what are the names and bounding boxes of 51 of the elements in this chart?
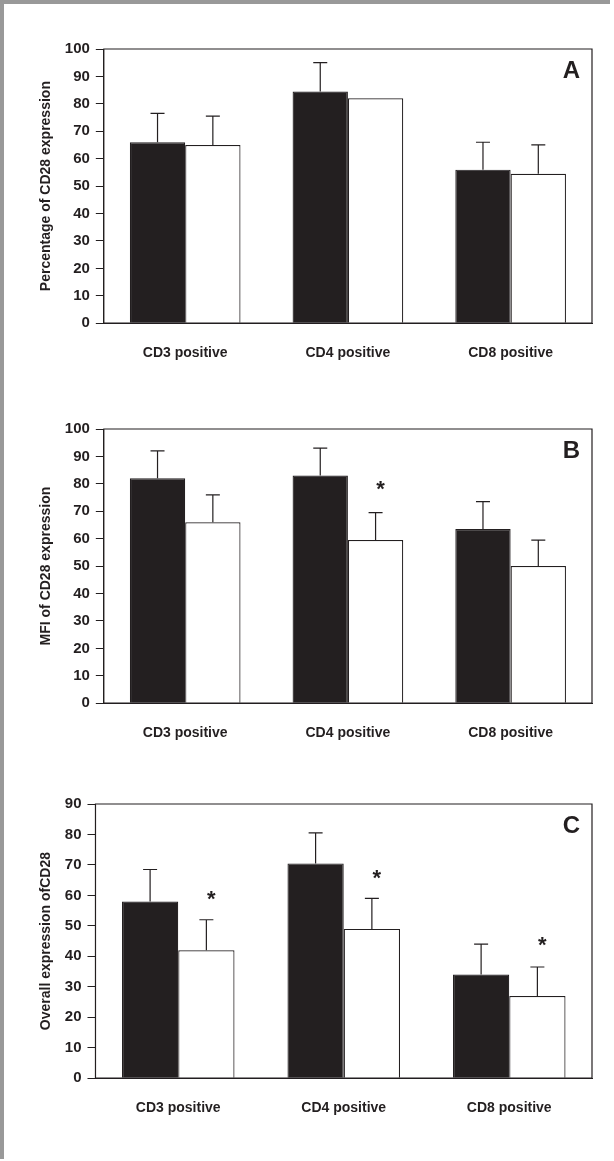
- y-tick-label: 90: [64, 794, 82, 812]
- y-tick-label: 50: [73, 556, 90, 574]
- annotation: *: [372, 864, 382, 890]
- annotation: *: [538, 932, 548, 957]
- x-tick-label: CD4 positive: [305, 724, 391, 741]
- y-tick-label: 90: [73, 66, 90, 84]
- y-tick-label: 0: [81, 313, 90, 331]
- y-tick-label: 30: [73, 611, 90, 629]
- y-tick-label: 60: [73, 148, 90, 166]
- x-tick-label: CD3 positive: [142, 344, 228, 361]
- y-tick-label: 30: [64, 976, 82, 994]
- y-tick-label: 10: [64, 1037, 82, 1055]
- y-tick-label: 40: [64, 946, 82, 964]
- y-tick-label: 70: [73, 501, 90, 519]
- y-tick-label: 80: [64, 824, 82, 842]
- y-tick-label: 20: [64, 1007, 82, 1025]
- y-tick-label: 90: [73, 446, 90, 464]
- y-tick-label: 0: [81, 693, 90, 711]
- y-tick-label: 10: [73, 285, 90, 303]
- y-axis-title: MFI of CD28 expression: [37, 486, 54, 646]
- x-tick-label: CD3 positive: [135, 1099, 221, 1116]
- y-tick-label: 40: [73, 583, 90, 601]
- y-tick-label: 50: [64, 916, 82, 934]
- x-tick-label: CD4 positive: [301, 1099, 387, 1116]
- y-tick-label: 30: [73, 231, 90, 249]
- y-tick-label: 100: [64, 39, 90, 57]
- x-tick-label: CD8 positive: [466, 1099, 552, 1116]
- annotation: B: [562, 435, 580, 463]
- y-tick-label: 70: [73, 121, 90, 139]
- y-tick-label: 60: [64, 885, 82, 903]
- annotation: A: [562, 55, 580, 83]
- y-tick-label: 0: [73, 1068, 82, 1086]
- y-axis-title: Percentage of CD28 expression: [37, 81, 54, 292]
- y-tick-label: 70: [64, 855, 82, 873]
- y-tick-label: 20: [73, 258, 90, 276]
- y-tick-label: 100: [64, 419, 90, 437]
- x-tick-label: CD4 positive: [305, 344, 391, 361]
- y-axis-title: Overall expression ofCD28: [37, 851, 54, 1031]
- x-tick-label: CD8 positive: [468, 724, 554, 741]
- y-tick-label: 80: [73, 93, 90, 111]
- y-tick-label: 60: [73, 528, 90, 546]
- y-tick-label: 50: [73, 176, 90, 194]
- y-tick-label: 20: [73, 638, 90, 656]
- y-tick-label: 40: [73, 203, 90, 221]
- x-tick-label: CD8 positive: [468, 344, 554, 361]
- annotation: *: [207, 886, 217, 912]
- annotation: *: [376, 476, 386, 502]
- y-tick-label: 10: [73, 665, 90, 683]
- annotation: C: [562, 810, 580, 838]
- x-tick-label: CD3 positive: [142, 724, 228, 741]
- y-tick-label: 80: [73, 473, 90, 491]
